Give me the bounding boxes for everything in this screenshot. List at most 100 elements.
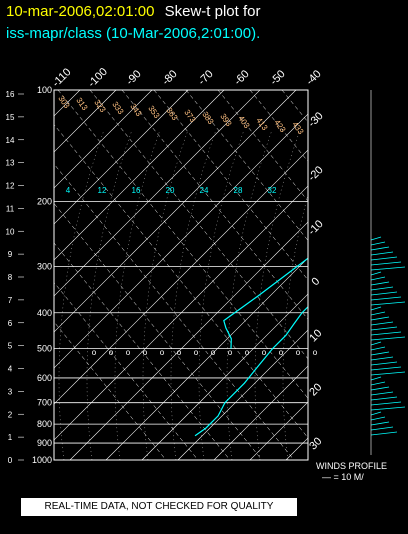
wind-barb: [370, 286, 394, 291]
dry-adiabat: [121, 90, 308, 320]
pressure-tick-label: 300: [37, 262, 52, 272]
dry-adiabat: [378, 90, 408, 460]
wind-barb: [370, 371, 406, 376]
moist-point-marker: o: [194, 348, 199, 357]
isotherm: [54, 90, 225, 261]
dry-adiabat-label: 423: [272, 118, 287, 135]
dry-adiabat-label: 313: [74, 96, 89, 113]
winds-profile-label: WINDS PROFILE: [316, 461, 388, 471]
moist-point-marker: o: [211, 348, 216, 357]
temp-right-label: 30: [307, 435, 324, 452]
isotherm: [54, 90, 261, 297]
height-tick-label: 4: [8, 365, 13, 374]
temp-top-label: -90: [124, 68, 144, 88]
isotherm: [394, 80, 408, 460]
wind-barb: [370, 351, 390, 356]
wind-barb: [370, 346, 386, 351]
height-tick-label: 1: [8, 433, 13, 442]
isotherm: [105, 257, 308, 460]
height-tick-label: 11: [6, 204, 15, 213]
dry-adiabat-label: 333: [110, 100, 125, 117]
pressure-tick-label: 600: [37, 373, 52, 383]
wind-barb: [370, 316, 390, 321]
pressure-tick-label: 1000: [32, 455, 52, 465]
wind-barb: [370, 341, 382, 346]
wind-barb: [370, 396, 398, 401]
title-plot-label: Skew-t plot for: [164, 3, 261, 20]
temp-top-label: -110: [50, 66, 73, 89]
height-tick-label: 6: [8, 319, 13, 328]
isotherm: [54, 113, 308, 369]
wind-barb: [370, 271, 382, 276]
sounding-line: [223, 257, 308, 349]
pressure-tick-label: 200: [37, 196, 52, 206]
dry-adiabat: [54, 163, 295, 460]
moist-adiabat: [142, 129, 189, 460]
wind-barb: [370, 241, 386, 246]
dry-adiabat-label: 373: [182, 108, 197, 125]
moist-adiabat: [226, 129, 273, 460]
moist-adiabat: [170, 129, 217, 460]
isotherm: [54, 149, 308, 405]
subtitle: iss-mapr/class (10-Mar-2006,2:01:00).: [6, 25, 261, 42]
wind-barb: [370, 306, 382, 311]
moist-point-marker: o: [296, 348, 301, 357]
height-tick-label: 3: [8, 387, 13, 396]
dry-adiabat-label: 303: [56, 94, 71, 111]
isotherm: [141, 293, 308, 460]
temp-top-label: -80: [160, 68, 180, 88]
moist-adiabat: [114, 129, 161, 460]
isotherm: [358, 80, 408, 460]
wind-barb: [370, 391, 394, 396]
height-tick-label: 7: [8, 296, 13, 305]
plot-area: [54, 80, 408, 460]
wind-barb: [370, 406, 406, 411]
mixing-ratio-label: 4: [66, 186, 71, 195]
moist-point-marker: o: [126, 348, 131, 357]
isotherm: [322, 80, 408, 460]
wind-barb: [370, 416, 386, 421]
dry-adiabat: [185, 90, 308, 241]
dry-adiabat: [249, 90, 308, 162]
moist-point-marker: o: [228, 348, 233, 357]
title-line: 10-mar-2006,02:01:00 Skew-t plot for: [6, 3, 260, 20]
moist-adiabat: [58, 129, 105, 460]
dry-adiabat: [57, 90, 308, 399]
height-tick-label: 16: [6, 90, 15, 99]
temp-right-label: 0: [309, 275, 322, 288]
moist-point-marker: o: [160, 348, 165, 357]
dry-adiabat-label: 393: [218, 112, 233, 129]
moist-point-marker: o: [279, 348, 284, 357]
wind-barb: [370, 321, 394, 326]
dry-adiabat: [54, 203, 263, 460]
wind-barb: [370, 236, 382, 241]
mixing-ratio-label: 12: [98, 186, 107, 195]
temp-right-label: -10: [306, 218, 326, 238]
title-date: 10-mar-2006,02:01:00: [6, 3, 155, 20]
wind-barb: [370, 356, 394, 361]
wind-barb: [370, 266, 406, 271]
moist-point-marker: o: [143, 348, 148, 357]
wind-barb: [370, 276, 386, 281]
height-tick-label: 14: [6, 136, 15, 145]
temp-top-label: -50: [268, 68, 288, 88]
height-tick-label: 9: [8, 250, 13, 259]
dry-adiabat-label: 433: [290, 120, 305, 137]
wind-barb: [370, 246, 390, 251]
dry-adiabat: [54, 124, 308, 439]
mixing-ratio-label: 28: [234, 186, 243, 195]
height-tick-label: 13: [6, 159, 15, 168]
dry-adiabat-label: 403: [236, 114, 251, 131]
pressure-tick-label: 500: [37, 344, 52, 354]
plot-frame: [53, 89, 309, 461]
wind-barb: [370, 301, 406, 306]
dry-adiabat: [89, 90, 308, 360]
dry-adiabat-label: 343: [128, 102, 143, 119]
isotherm: [177, 329, 308, 460]
moist-point-marker: o: [313, 348, 318, 357]
sounding-line: [194, 305, 308, 437]
pressure-tick-label: 900: [37, 438, 52, 448]
pressure-tick-label: 400: [37, 308, 52, 318]
